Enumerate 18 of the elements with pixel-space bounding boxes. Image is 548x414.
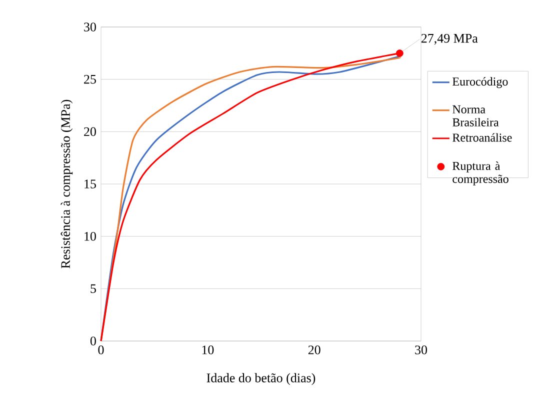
y-tick-label: 5 bbox=[90, 284, 96, 293]
legend-label: Eurocódigo bbox=[452, 77, 508, 88]
x-tick-label: 20 bbox=[308, 346, 320, 354]
y-tick-label: 0 bbox=[90, 336, 96, 346]
y-tick-label: 15 bbox=[84, 180, 96, 188]
y-tick-label: 30 bbox=[84, 22, 96, 32]
legend-label: Ruptura à compressão bbox=[452, 162, 508, 186]
y-tick-label: 20 bbox=[84, 127, 96, 136]
annotation: 27,49 MPa bbox=[421, 34, 478, 45]
x-axis-title: Idade do betão (dias) bbox=[206, 373, 316, 385]
y-tick-label: 10 bbox=[84, 232, 96, 241]
legend-label: Norma Brasileira bbox=[452, 105, 499, 126]
x-tick-label: 10 bbox=[202, 346, 214, 354]
y-tick-label: 25 bbox=[84, 74, 96, 84]
legend-label: Retroanálise bbox=[452, 133, 512, 142]
x-tick-label: 30 bbox=[415, 346, 428, 354]
x-tick-label: 0 bbox=[98, 346, 104, 354]
y-axis-title: Resistência à compressão (MPa) bbox=[60, 100, 73, 268]
